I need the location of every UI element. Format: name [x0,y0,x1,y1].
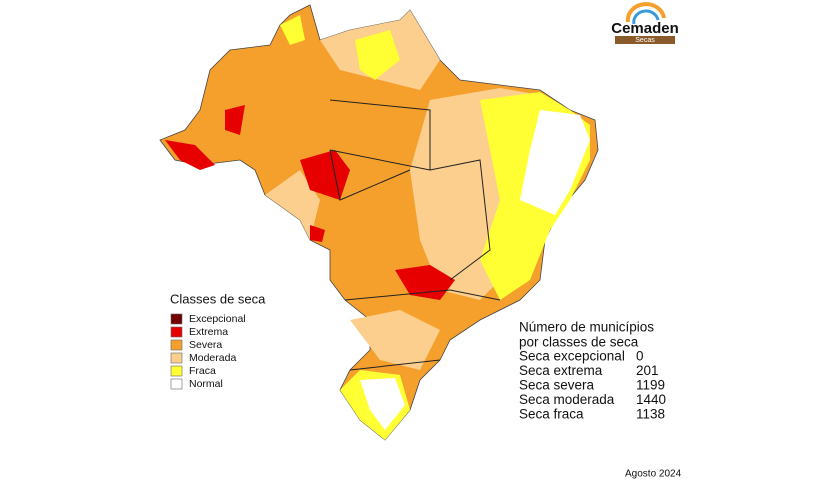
legend: ExcepcionalExtremaSeveraModeradaFracaNor… [170,313,246,390]
stats-label: Seca fraca [519,407,584,422]
legend-label: Normal [189,378,223,390]
logo-name: Cemaden [611,20,679,37]
legend-swatch [170,313,183,325]
stats-label: Seca excepcional [519,349,625,364]
state-border [329,149,411,201]
weak-area [280,15,305,45]
legend-swatch [170,326,183,338]
legend-label: Fraca [189,365,216,377]
stats-label: Seca severa [519,378,595,393]
stats-value: 201 [636,363,659,378]
state-border [329,99,431,171]
normal-area [520,110,590,215]
state-border [429,159,491,281]
legend-label: Severa [189,339,222,351]
legend-label: Moderada [189,352,236,364]
legend-swatch [170,365,183,377]
state-border [344,289,501,301]
logo-tag: Secas [635,37,655,44]
stats-value: 1199 [636,378,665,393]
logo-bar [615,36,675,44]
weak-area [355,30,400,80]
extreme-area [225,105,245,135]
stats-label: Seca extrema [519,363,603,378]
stats-value: 1440 [636,392,666,407]
logo-arc [625,2,666,23]
logo-arc [632,9,660,25]
date: Agosto 2024 [625,469,682,480]
legend-swatch [170,378,183,390]
stats-title: por classes de seca [519,335,639,350]
legend-label: Excepcional [189,313,246,325]
legend-swatch [170,339,183,351]
stats-value: 1138 [636,407,665,422]
normal-area [360,378,405,430]
brazil-map [159,4,599,441]
moderate-area [265,170,320,240]
extreme-area [165,140,215,170]
legend-swatch [170,352,183,364]
legend-title: Classes de seca [170,291,266,306]
extreme-area [310,225,325,242]
stats-label: Seca moderada [519,392,615,407]
legend-label: Extrema [189,326,228,338]
state-border [349,359,441,371]
stats-title: Número de municípios [519,320,654,335]
stats-value: 0 [636,349,644,364]
moderate-area [350,310,440,370]
logo: Cemaden Secas [611,2,679,44]
